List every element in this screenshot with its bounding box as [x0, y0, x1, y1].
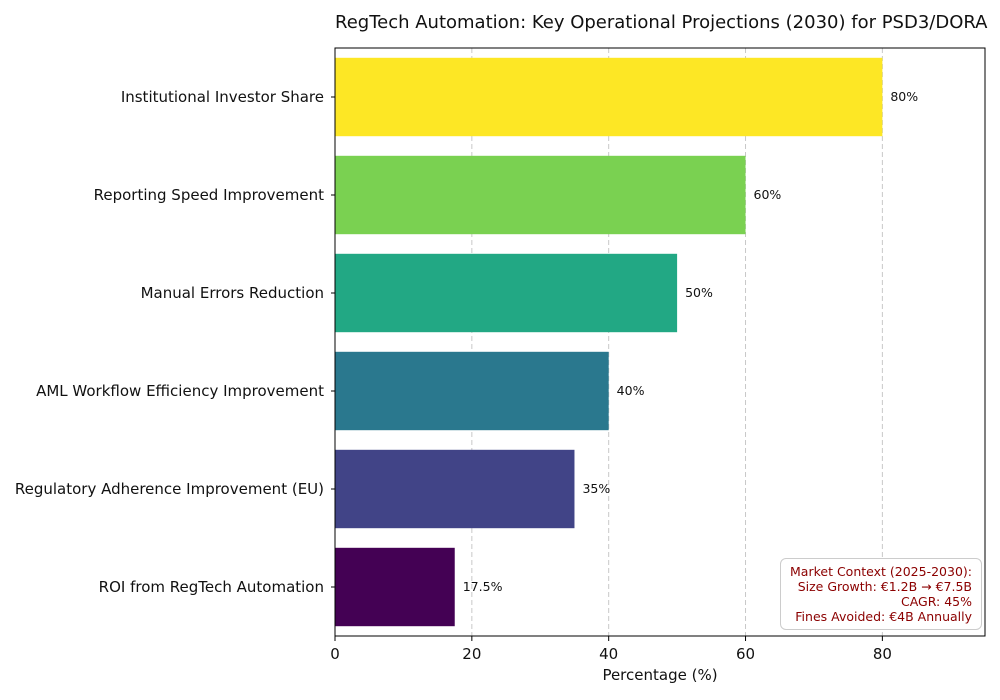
data-label: 40% [617, 383, 645, 398]
data-label: 50% [685, 285, 713, 300]
annotation-line-4: Fines Avoided: €4B Annually [795, 609, 972, 624]
data-label: 35% [582, 481, 610, 496]
data-label: 80% [890, 89, 918, 104]
annotation-line-3: CAGR: 45% [900, 594, 972, 609]
market-context-annotation: Market Context (2025-2030): Size Growth:… [780, 558, 982, 630]
x-tick-label: 0 [330, 645, 340, 663]
bar [335, 155, 746, 235]
y-tick-label: AML Workflow Efficiency Improvement [36, 382, 324, 400]
bar [335, 449, 575, 529]
y-tick-label: Regulatory Adherence Improvement (EU) [15, 480, 324, 498]
y-tick-label: ROI from RegTech Automation [99, 578, 324, 596]
y-tick-label: Institutional Investor Share [121, 88, 324, 106]
x-tick-label: 20 [462, 645, 481, 663]
annotation-line-2: Size Growth: €1.2B → €7.5B [797, 579, 972, 594]
chart-title: RegTech Automation: Key Operational Proj… [335, 12, 988, 33]
bar [335, 253, 678, 333]
x-tick-label: 40 [599, 645, 618, 663]
data-label: 17.5% [463, 579, 503, 594]
bar [335, 57, 883, 137]
x-axis-label: Percentage (%) [602, 666, 718, 684]
bar [335, 351, 609, 431]
plot-frame [334, 47, 986, 637]
annotation-line-1: Market Context (2025-2030): [790, 564, 972, 579]
x-tick-label: 60 [736, 645, 755, 663]
y-tick-label: Reporting Speed Improvement [94, 186, 325, 204]
x-tick-label: 80 [873, 645, 892, 663]
bar [335, 547, 455, 627]
y-tick-label: Manual Errors Reduction [141, 284, 324, 302]
data-label: 60% [754, 187, 782, 202]
